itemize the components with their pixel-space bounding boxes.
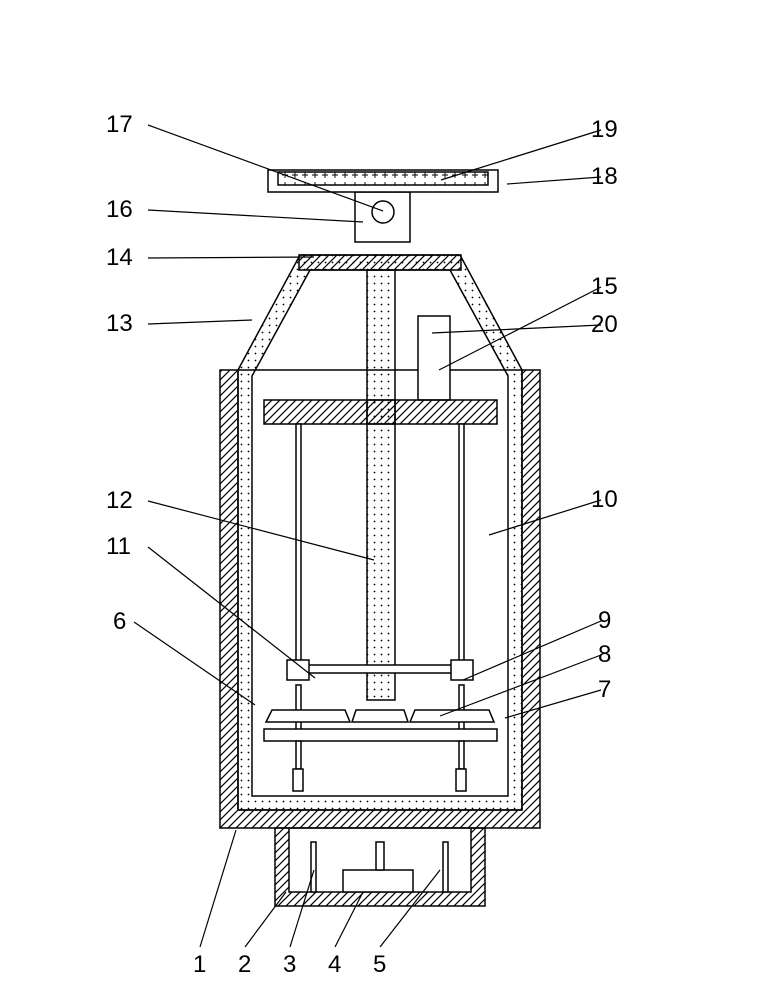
callout-label-17: 17 [106,111,133,139]
callout-label-2: 2 [238,951,251,979]
callout-label-4: 4 [328,951,341,979]
callout-label-19: 19 [591,116,618,144]
callout-label-16: 16 [106,196,133,224]
callout-label-6: 6 [113,608,126,636]
callout-label-10: 10 [591,486,618,514]
callout-label-20: 20 [591,311,618,339]
callout-label-14: 14 [106,244,133,272]
callout-label-15: 15 [591,273,618,301]
callout-label-8: 8 [598,641,611,669]
callout-label-1: 1 [193,951,206,979]
callout-label-5: 5 [373,951,386,979]
callout-label-9: 9 [598,607,611,635]
callout-label-13: 13 [106,310,133,338]
callout-label-11: 11 [106,533,131,561]
callout-label-12: 12 [106,487,133,515]
callout-label-7: 7 [598,676,611,704]
callout-label-3: 3 [283,951,296,979]
callout-label-18: 18 [591,163,618,191]
